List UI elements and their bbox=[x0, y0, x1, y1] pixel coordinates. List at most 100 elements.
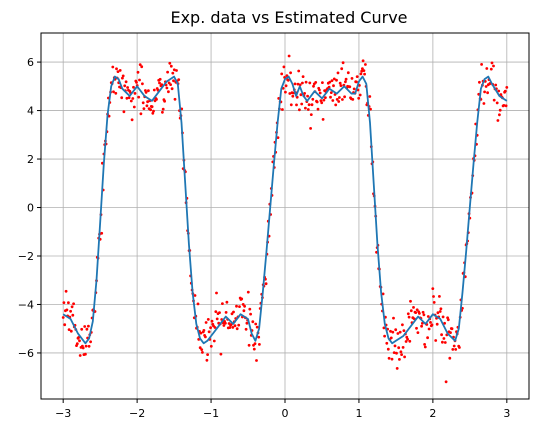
data-point bbox=[495, 101, 499, 105]
data-point bbox=[284, 90, 287, 94]
data-point bbox=[334, 103, 338, 107]
data-point bbox=[306, 108, 310, 111]
data-point bbox=[402, 329, 406, 332]
data-point bbox=[328, 80, 332, 84]
data-point bbox=[443, 321, 446, 325]
data-point bbox=[293, 82, 297, 86]
data-point bbox=[116, 70, 120, 73]
data-point bbox=[415, 326, 418, 330]
data-point bbox=[175, 69, 178, 72]
data-point bbox=[439, 307, 443, 311]
data-point bbox=[423, 345, 427, 349]
data-point bbox=[142, 107, 146, 110]
data-point bbox=[246, 290, 250, 294]
data-point bbox=[171, 71, 175, 75]
data-point bbox=[391, 330, 395, 334]
data-point bbox=[341, 98, 344, 101]
data-point bbox=[458, 346, 461, 349]
data-point bbox=[67, 301, 70, 305]
data-point bbox=[244, 327, 248, 331]
data-point bbox=[329, 91, 333, 94]
data-point bbox=[483, 90, 486, 94]
data-point bbox=[335, 98, 339, 101]
data-point bbox=[168, 61, 172, 65]
data-point bbox=[423, 343, 426, 346]
data-point bbox=[169, 83, 173, 86]
data-point bbox=[398, 330, 402, 334]
data-point bbox=[224, 311, 228, 314]
data-point bbox=[206, 318, 210, 321]
data-point bbox=[400, 353, 403, 356]
data-point bbox=[332, 77, 336, 81]
data-point bbox=[329, 95, 332, 99]
data-point bbox=[84, 352, 87, 356]
data-point bbox=[198, 346, 202, 350]
data-point bbox=[435, 322, 439, 326]
data-point bbox=[201, 351, 204, 354]
chart-title: Exp. data vs Estimated Curve bbox=[170, 8, 407, 27]
data-point bbox=[71, 313, 75, 317]
data-point bbox=[502, 104, 506, 107]
data-point bbox=[169, 64, 173, 68]
data-point bbox=[497, 89, 501, 93]
data-point bbox=[228, 326, 232, 329]
data-point bbox=[83, 325, 87, 328]
data-point bbox=[361, 59, 365, 63]
data-point bbox=[249, 312, 253, 316]
data-point bbox=[324, 96, 327, 99]
data-point bbox=[321, 81, 324, 84]
data-point bbox=[235, 304, 238, 308]
data-point bbox=[289, 103, 293, 107]
data-point bbox=[150, 105, 154, 109]
data-point bbox=[314, 81, 318, 84]
data-point bbox=[350, 77, 354, 80]
data-point bbox=[432, 301, 436, 304]
data-point bbox=[78, 354, 82, 357]
data-point bbox=[282, 65, 286, 69]
data-point bbox=[257, 335, 261, 339]
data-point bbox=[118, 69, 122, 72]
data-point bbox=[210, 319, 214, 323]
data-point bbox=[485, 67, 489, 70]
data-point bbox=[431, 287, 435, 290]
data-point bbox=[163, 99, 167, 103]
data-point bbox=[72, 302, 75, 306]
data-point bbox=[147, 89, 150, 93]
data-point bbox=[297, 69, 301, 73]
data-point bbox=[321, 118, 325, 121]
data-point bbox=[404, 340, 408, 343]
data-point bbox=[199, 331, 203, 335]
data-point bbox=[291, 94, 295, 98]
data-point bbox=[408, 339, 412, 343]
data-point bbox=[409, 309, 413, 313]
data-point bbox=[254, 322, 258, 326]
data-point bbox=[385, 341, 389, 345]
grid-lines bbox=[41, 33, 529, 399]
data-point bbox=[312, 84, 315, 88]
data-point bbox=[288, 92, 292, 95]
data-point bbox=[330, 79, 334, 82]
y-tick-label: 2 bbox=[27, 153, 34, 166]
data-point bbox=[492, 98, 496, 102]
data-point bbox=[432, 295, 435, 298]
data-point bbox=[395, 367, 399, 370]
data-point bbox=[276, 136, 280, 140]
data-point bbox=[172, 79, 175, 83]
data-point bbox=[62, 301, 66, 304]
data-point bbox=[170, 87, 174, 91]
data-point bbox=[193, 294, 197, 297]
data-point bbox=[304, 80, 308, 84]
data-point bbox=[415, 308, 419, 312]
data-point bbox=[309, 126, 312, 130]
data-point bbox=[204, 335, 207, 339]
data-point bbox=[242, 309, 246, 313]
data-point bbox=[446, 318, 450, 322]
data-point bbox=[301, 81, 304, 85]
data-point bbox=[416, 331, 420, 334]
data-point bbox=[240, 297, 244, 301]
data-point bbox=[69, 329, 73, 333]
data-point bbox=[146, 100, 150, 104]
y-tick-label: −4 bbox=[18, 298, 34, 311]
